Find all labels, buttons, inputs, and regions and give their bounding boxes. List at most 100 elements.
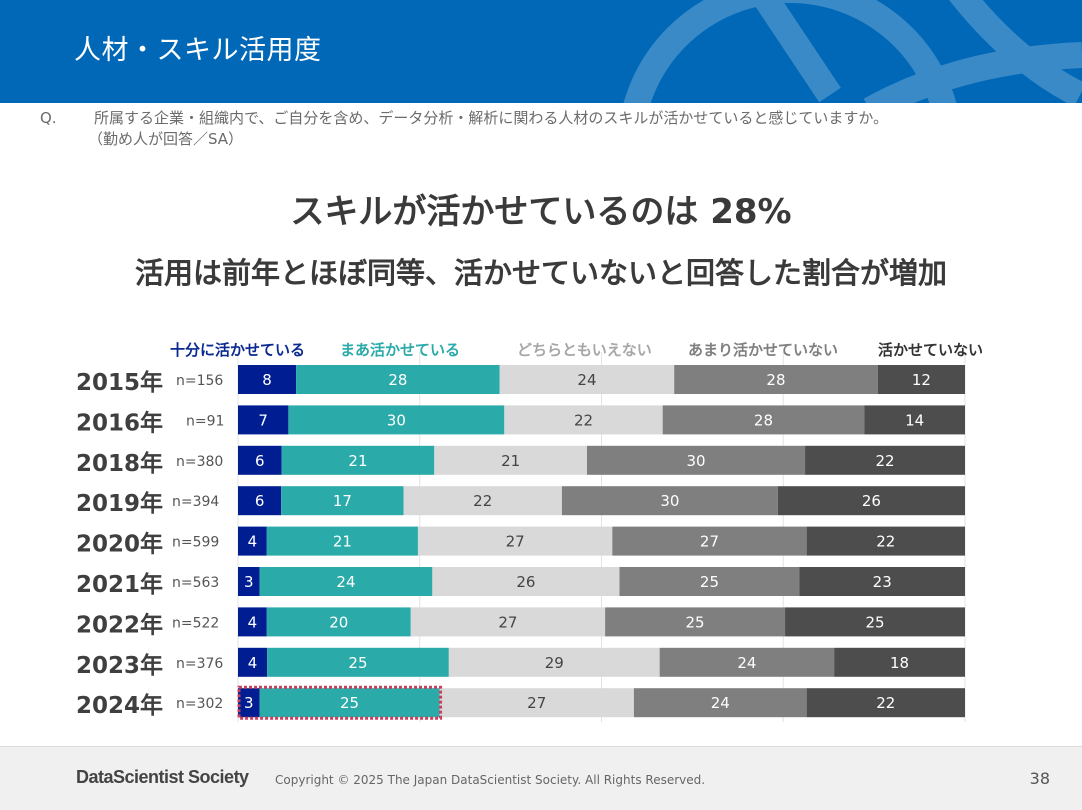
sample-size-label: n=522: [172, 615, 219, 631]
bar-segment: [777, 486, 965, 516]
data-label: 4: [248, 654, 258, 672]
data-label: 28: [766, 371, 785, 389]
slide-header: 人材・スキル活用度: [0, 0, 1082, 103]
bar-segment: [238, 526, 267, 556]
bar-segment: [288, 405, 505, 435]
data-label: 29: [545, 654, 564, 672]
data-label: 22: [574, 411, 593, 429]
bar-segment: [238, 365, 297, 394]
data-label: 22: [876, 533, 895, 551]
sample-size-label: n=91: [186, 413, 224, 429]
data-label: 14: [905, 411, 924, 429]
bar-segment: [266, 607, 411, 637]
legend-item: あまり活かせていない: [688, 341, 838, 359]
data-label: 4: [248, 613, 258, 631]
bar-segment: [806, 688, 965, 718]
data-label: 4: [248, 533, 258, 551]
sample-size-label: n=156: [176, 373, 223, 389]
data-label: 27: [498, 613, 517, 631]
bar-segment: [499, 365, 675, 394]
footer-copyright: Copyright © 2025 The Japan DataScientist…: [275, 773, 706, 787]
stacked-bar-chart: 十分に活かせている まあ活かせている どちらともいえない あまり活かせていない 活かせて…: [76, 341, 983, 722]
bar-segment: [259, 567, 433, 596]
data-label: 21: [333, 533, 352, 551]
bar-segment: [410, 607, 606, 637]
bar-segment: [834, 647, 965, 677]
bar-segment: [662, 405, 865, 435]
data-label: 22: [875, 452, 894, 470]
bar-segment: [238, 647, 268, 677]
sample-size-label: n=380: [176, 454, 223, 470]
bar-segment: [785, 607, 965, 637]
bar-segment: [238, 688, 260, 718]
bar-segment: [238, 486, 282, 516]
data-label: 12: [912, 371, 931, 389]
data-label: 28: [388, 371, 407, 389]
data-label: 25: [686, 613, 705, 631]
sample-size-label: n=599: [172, 535, 219, 551]
bar-segment: [674, 365, 878, 394]
data-label: 17: [333, 492, 352, 510]
bar-segment: [806, 526, 965, 556]
data-label: 27: [700, 533, 719, 551]
deco-line-1: [751, 0, 841, 103]
bar-segment: [864, 405, 965, 435]
bar-segment: [504, 405, 663, 435]
data-label: 21: [348, 452, 367, 470]
data-label: 6: [255, 492, 265, 510]
data-label: 24: [336, 573, 355, 591]
year-label: 2022年: [76, 611, 163, 638]
data-label: 26: [862, 492, 881, 510]
deco-line-3: [863, 42, 1082, 103]
question-text: 所属する企業・組織内で、ご自分を含め、データ分析・解析に関わる人材のスキルが活か…: [94, 109, 889, 127]
data-label: 7: [258, 411, 268, 429]
data-label: 26: [516, 573, 535, 591]
data-label: 28: [754, 411, 773, 429]
bar-segment: [659, 647, 835, 677]
bar-segment: [267, 647, 449, 677]
year-label: 2018年: [76, 450, 163, 477]
headline-main: スキルが活かせているのは 28%: [290, 192, 792, 232]
bar-segment: [417, 526, 613, 556]
bar-segment: [296, 365, 500, 394]
sample-size-label: n=302: [176, 696, 223, 712]
data-label: 22: [876, 694, 895, 712]
legend-item: 活かせていない: [878, 341, 983, 359]
bar-segment: [605, 607, 786, 637]
question-mark: Q.: [40, 109, 57, 127]
question-subtext: （勤め人が回答／SA）: [88, 130, 244, 148]
data-label: 27: [506, 533, 525, 551]
bar-segment: [281, 486, 404, 516]
year-label: 2019年: [76, 490, 163, 517]
bar-segment: [403, 486, 562, 516]
bar-segment: [877, 365, 965, 394]
bar-segment: [799, 567, 965, 596]
data-label: 30: [387, 411, 406, 429]
data-label: 27: [527, 694, 546, 712]
page-number: 38: [1029, 769, 1050, 788]
data-label: 21: [501, 452, 520, 470]
decorative-circles-icon: [623, 0, 1082, 103]
bar-segment: [448, 647, 660, 677]
data-label: 8: [262, 371, 272, 389]
bar-segment: [586, 445, 806, 475]
year-label: 2021年: [76, 571, 163, 598]
data-label: 23: [873, 573, 892, 591]
legend-item: どちらともいえない: [517, 341, 652, 359]
bar-segment: [633, 688, 807, 718]
bar-segment: [266, 526, 418, 556]
data-label: 25: [865, 613, 884, 631]
data-label: 25: [700, 573, 719, 591]
sample-size-label: n=394: [172, 494, 219, 510]
year-label: 2016年: [76, 409, 163, 436]
year-label: 2015年: [76, 369, 163, 396]
bar-segment: [805, 445, 965, 475]
highlight-outline: [237, 685, 443, 720]
data-label: 30: [660, 492, 679, 510]
data-label: 25: [340, 694, 359, 712]
data-label: 18: [890, 654, 909, 672]
legend-item: 十分に活かせている: [170, 341, 305, 359]
slide-footer: DataScientist Society Copyright © 2025 T…: [0, 746, 1082, 810]
data-label: 24: [737, 654, 756, 672]
data-label: 6: [255, 452, 265, 470]
